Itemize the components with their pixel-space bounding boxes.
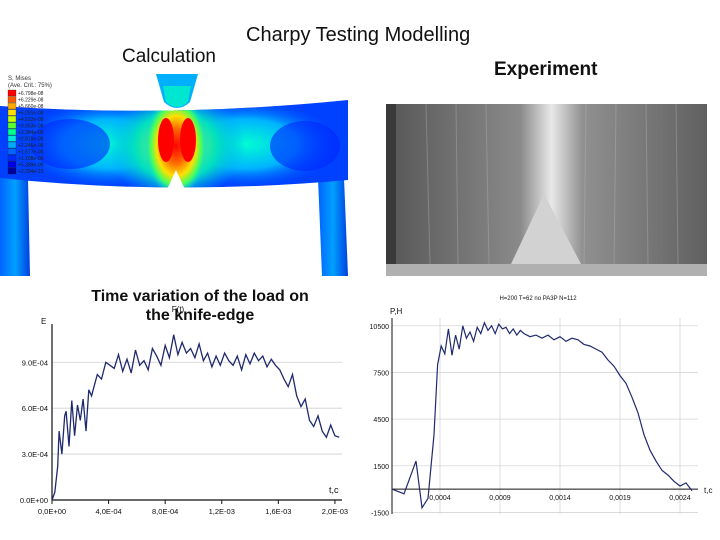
fea-legend-value: +6.229e-08	[18, 98, 44, 104]
right-chart-y-tick-label: 4500	[373, 417, 389, 424]
right-chart-series-line	[391, 321, 693, 510]
fea-legend-value: +3.384e-08	[18, 130, 44, 136]
fea-legend-swatch	[7, 89, 17, 97]
fea-legend-value: +2.294e-10	[18, 169, 44, 175]
right-chart-x-tick-label: 0,0019	[609, 495, 631, 502]
left-chart-x-tick-label: 2,0E-03	[322, 507, 348, 516]
calculated-load-chart: F(t) E t,c 0.0E+00 3.0E-04 6.0E-04 9.0E-04 0…	[20, 305, 348, 516]
left-chart-y-tick-label: 9.0E-04	[22, 358, 48, 367]
fea-legend-swatch	[7, 154, 17, 162]
fea-legend-swatch	[7, 128, 17, 136]
experiment-label: Experiment	[494, 59, 598, 80]
right-chart-y-tick-label: -1500	[371, 510, 389, 517]
fea-legend-swatch	[7, 102, 17, 110]
fea-legend-swatch	[7, 115, 17, 123]
fea-stress-contour-image: S, Mises (Ave. Crit.: 75%) +6.798e-08+6.…	[0, 74, 348, 276]
right-chart-y-tick-label: 10500	[370, 324, 390, 331]
right-chart-x-tick-label: 0,0009	[489, 495, 511, 502]
fea-legend-value: +3.953e-08	[18, 124, 44, 130]
fracture-photo-image	[386, 104, 707, 276]
right-chart-x-tick-label: 0,0024	[669, 495, 691, 502]
left-chart-y-axis-label: E	[41, 317, 46, 326]
right-chart-x-axis-label: t,c	[704, 486, 712, 495]
left-chart-title: F(t)	[172, 305, 185, 314]
left-chart-x-tick-label: 1,6E-03	[265, 507, 291, 516]
fea-legend-swatch	[7, 141, 17, 149]
left-chart-series-line	[51, 334, 340, 501]
fea-legend-swatch	[7, 122, 17, 129]
left-chart-x-tick-label: 8,0E-04	[152, 507, 178, 516]
fea-legend-swatch	[7, 148, 17, 155]
right-chart-y-tick-label: 7500	[373, 370, 389, 377]
right-chart-x-tick-label: 0,0004	[429, 495, 451, 502]
left-chart-x-tick-label: 4,0E-04	[95, 507, 121, 516]
fea-legend-swatch	[7, 135, 17, 142]
fea-legend-swatch	[7, 167, 17, 175]
fea-legend-value: +2.815e-08	[18, 137, 44, 143]
right-chart-y-axis-label: P,H	[390, 307, 403, 316]
fea-legend-value: +1.108e-08	[18, 156, 44, 162]
right-chart-y-tick-label: 1500	[373, 464, 389, 471]
fea-legend-value: +6.798e-08	[18, 91, 44, 97]
fea-legend-value: +5.660e-08	[18, 104, 44, 110]
fea-legend-value: +5.389e-09	[18, 163, 44, 169]
right-chart-x-tick-label: 0,0014	[549, 495, 571, 502]
fea-legend-subtitle: (Ave. Crit.: 75%)	[8, 83, 52, 89]
right-chart-title: H=200 T=62 no PA3P N=112	[499, 296, 577, 302]
fea-legend-swatch	[7, 109, 17, 116]
left-chart-x-tick-label: 1,2E-03	[209, 507, 235, 516]
time-variation-label: Time variation of the load on the knife-…	[91, 288, 309, 324]
measured-load-chart: H=200 T=62 no PA3P N=112 P,H t,c -1500 15…	[370, 296, 713, 517]
fea-legend-title: S, Mises	[8, 76, 31, 82]
left-chart-y-tick-label: 6.0E-04	[22, 404, 48, 413]
fea-legend-swatch	[7, 96, 17, 103]
left-chart-y-tick-label: 3.0E-04	[22, 450, 48, 459]
fea-legend-value: +2.246e-08	[18, 143, 44, 149]
slide-title: Charpy Testing Modelling	[246, 24, 471, 46]
fea-legend-value: +5.091e-08	[18, 111, 44, 117]
fea-legend: S, Mises (Ave. Crit.: 75%) +6.798e-08+6.…	[7, 76, 52, 175]
left-chart-x-axis-label: t,c	[329, 485, 339, 495]
fea-legend-value: +1.677e-08	[18, 150, 44, 156]
calculation-label: Calculation	[122, 46, 216, 67]
fea-legend-value: +4.522e-08	[18, 117, 44, 123]
left-chart-y-tick-label: 0.0E+00	[20, 496, 48, 505]
fea-legend-swatch	[7, 161, 17, 168]
left-chart-x-tick-label: 0,0E+00	[38, 507, 66, 516]
